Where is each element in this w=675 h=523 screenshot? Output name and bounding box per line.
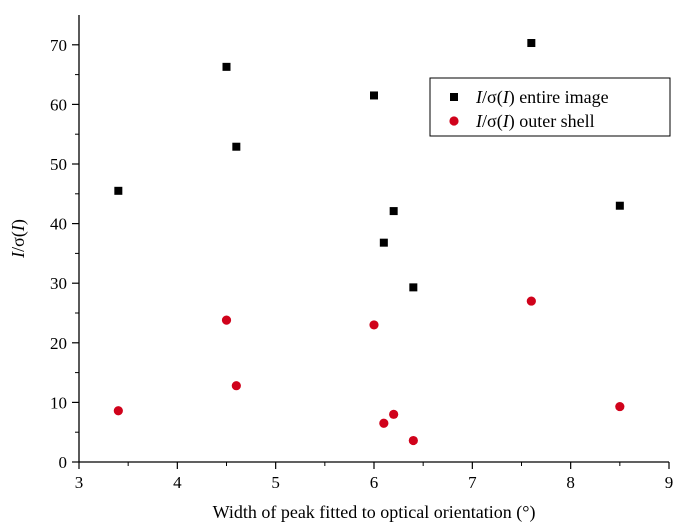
point-outer — [389, 409, 399, 419]
y-tick-label: 40 — [50, 215, 67, 234]
point-outer — [221, 315, 232, 325]
legend-label-outer: I/σ(I) outer shell — [475, 111, 595, 132]
point-outer — [379, 418, 389, 428]
point-outer — [615, 401, 625, 412]
x-tick-label: 3 — [75, 473, 84, 492]
point-outer — [231, 381, 241, 391]
y-tick-label: 30 — [50, 274, 67, 293]
legend-marker-outer — [449, 116, 459, 126]
x-axis-title: Width of peak fitted to optical orientat… — [213, 502, 536, 523]
point-entire — [389, 207, 398, 216]
point-outer — [369, 320, 379, 330]
point-outer — [408, 435, 418, 446]
point-entire — [615, 201, 624, 210]
axes: 3 4 5 6 7 8 9 0 10 20 30 40 50 60 70 — [50, 15, 673, 492]
data-marks — [113, 39, 625, 446]
y-axis-title: I/σ(I) — [8, 219, 29, 259]
point-entire — [114, 186, 123, 195]
point-outer — [113, 406, 123, 416]
point-entire — [222, 62, 231, 71]
x-tick-label: 4 — [173, 473, 182, 492]
legend: I/σ(I) entire image I/σ(I) outer shell — [429, 77, 671, 137]
legend-marker-entire — [450, 93, 458, 101]
point-outer — [526, 296, 536, 306]
point-entire — [409, 283, 418, 292]
x-tick-label: 8 — [566, 473, 575, 492]
legend-box — [429, 77, 671, 137]
point-entire — [527, 39, 536, 48]
x-tick-label: 7 — [468, 473, 477, 492]
x-tick-label: 9 — [665, 473, 674, 492]
y-tick-label: 60 — [50, 95, 67, 114]
point-entire — [370, 91, 378, 100]
x-tick-label: 5 — [271, 473, 280, 492]
y-tick-label: 10 — [50, 393, 67, 412]
y-tick-label: 20 — [50, 334, 67, 353]
point-entire — [232, 142, 241, 151]
y-tick-label: 70 — [50, 36, 67, 55]
y-tick-label: 50 — [50, 155, 67, 174]
legend-label-entire: I/σ(I) entire image — [475, 87, 609, 108]
x-tick-label: 6 — [370, 473, 379, 492]
point-entire — [379, 238, 388, 247]
y-tick-label: 0 — [59, 453, 68, 472]
